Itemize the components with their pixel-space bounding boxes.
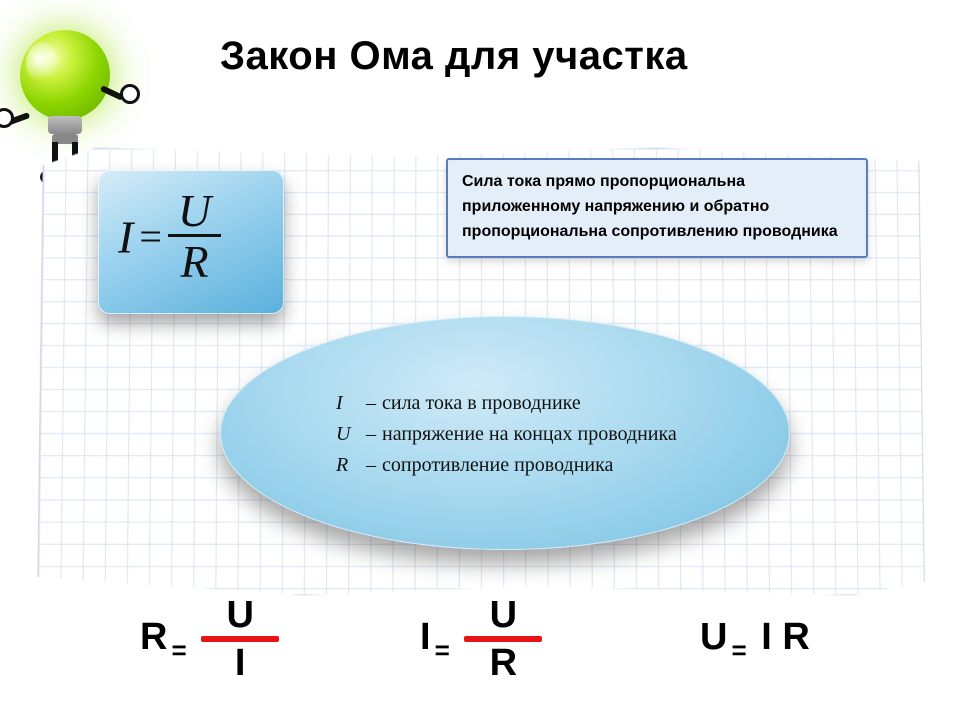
formula-denominator: R [168,237,221,288]
formula-lhs: I [118,211,133,262]
hand-left [0,108,14,128]
hand-right [120,84,140,104]
legend-row-U: U–напряжение на концах проводника [336,419,677,450]
formula-fraction: UR [168,188,221,288]
equals-sign: = [171,635,186,665]
legend-R: сопротивление проводника [382,454,613,476]
bulb-base [48,116,82,134]
legend-U: напряжение на концах проводника [382,423,677,445]
derived-R-lhs: R [140,616,167,658]
derived-U-b: R [782,616,809,658]
legend-row-R: R–сопротивление проводника [336,450,677,481]
derived-R: R= U I [140,596,279,682]
definition-box: Сила тока прямо пропорциональна приложен… [446,158,868,258]
derived-R-top: U [201,596,279,634]
derived-U: U= I R [700,616,810,659]
derived-R-bot: I [201,644,279,682]
derived-I: I= U R [420,596,542,682]
derived-I-top: U [464,596,542,634]
definition-text: Сила тока прямо пропорциональна приложен… [462,170,852,244]
derived-I-lhs: I [420,616,431,658]
legend-row-I: I–сила тока в проводнике [336,388,677,419]
page-title: Закон Ома для участка [220,34,688,79]
derived-U-lhs: U [700,616,727,658]
equals-sign: = [731,635,746,665]
slide: Закон Ома для участка I=UR Сила тока пря… [0,0,960,720]
derived-U-a: I [761,616,772,658]
bulb-shine [26,42,58,84]
legend: I–сила тока в проводнике U–напряжение на… [336,388,677,481]
formula-numerator: U [168,188,221,237]
main-formula: I=UR [118,192,221,292]
derived-I-bot: R [464,644,542,682]
derived-R-fraction: U I [201,596,279,682]
equals-sign: = [139,214,162,259]
legend-I: сила тока в проводнике [382,392,581,414]
equals-sign: = [435,635,450,665]
derived-I-fraction: U R [464,596,542,682]
